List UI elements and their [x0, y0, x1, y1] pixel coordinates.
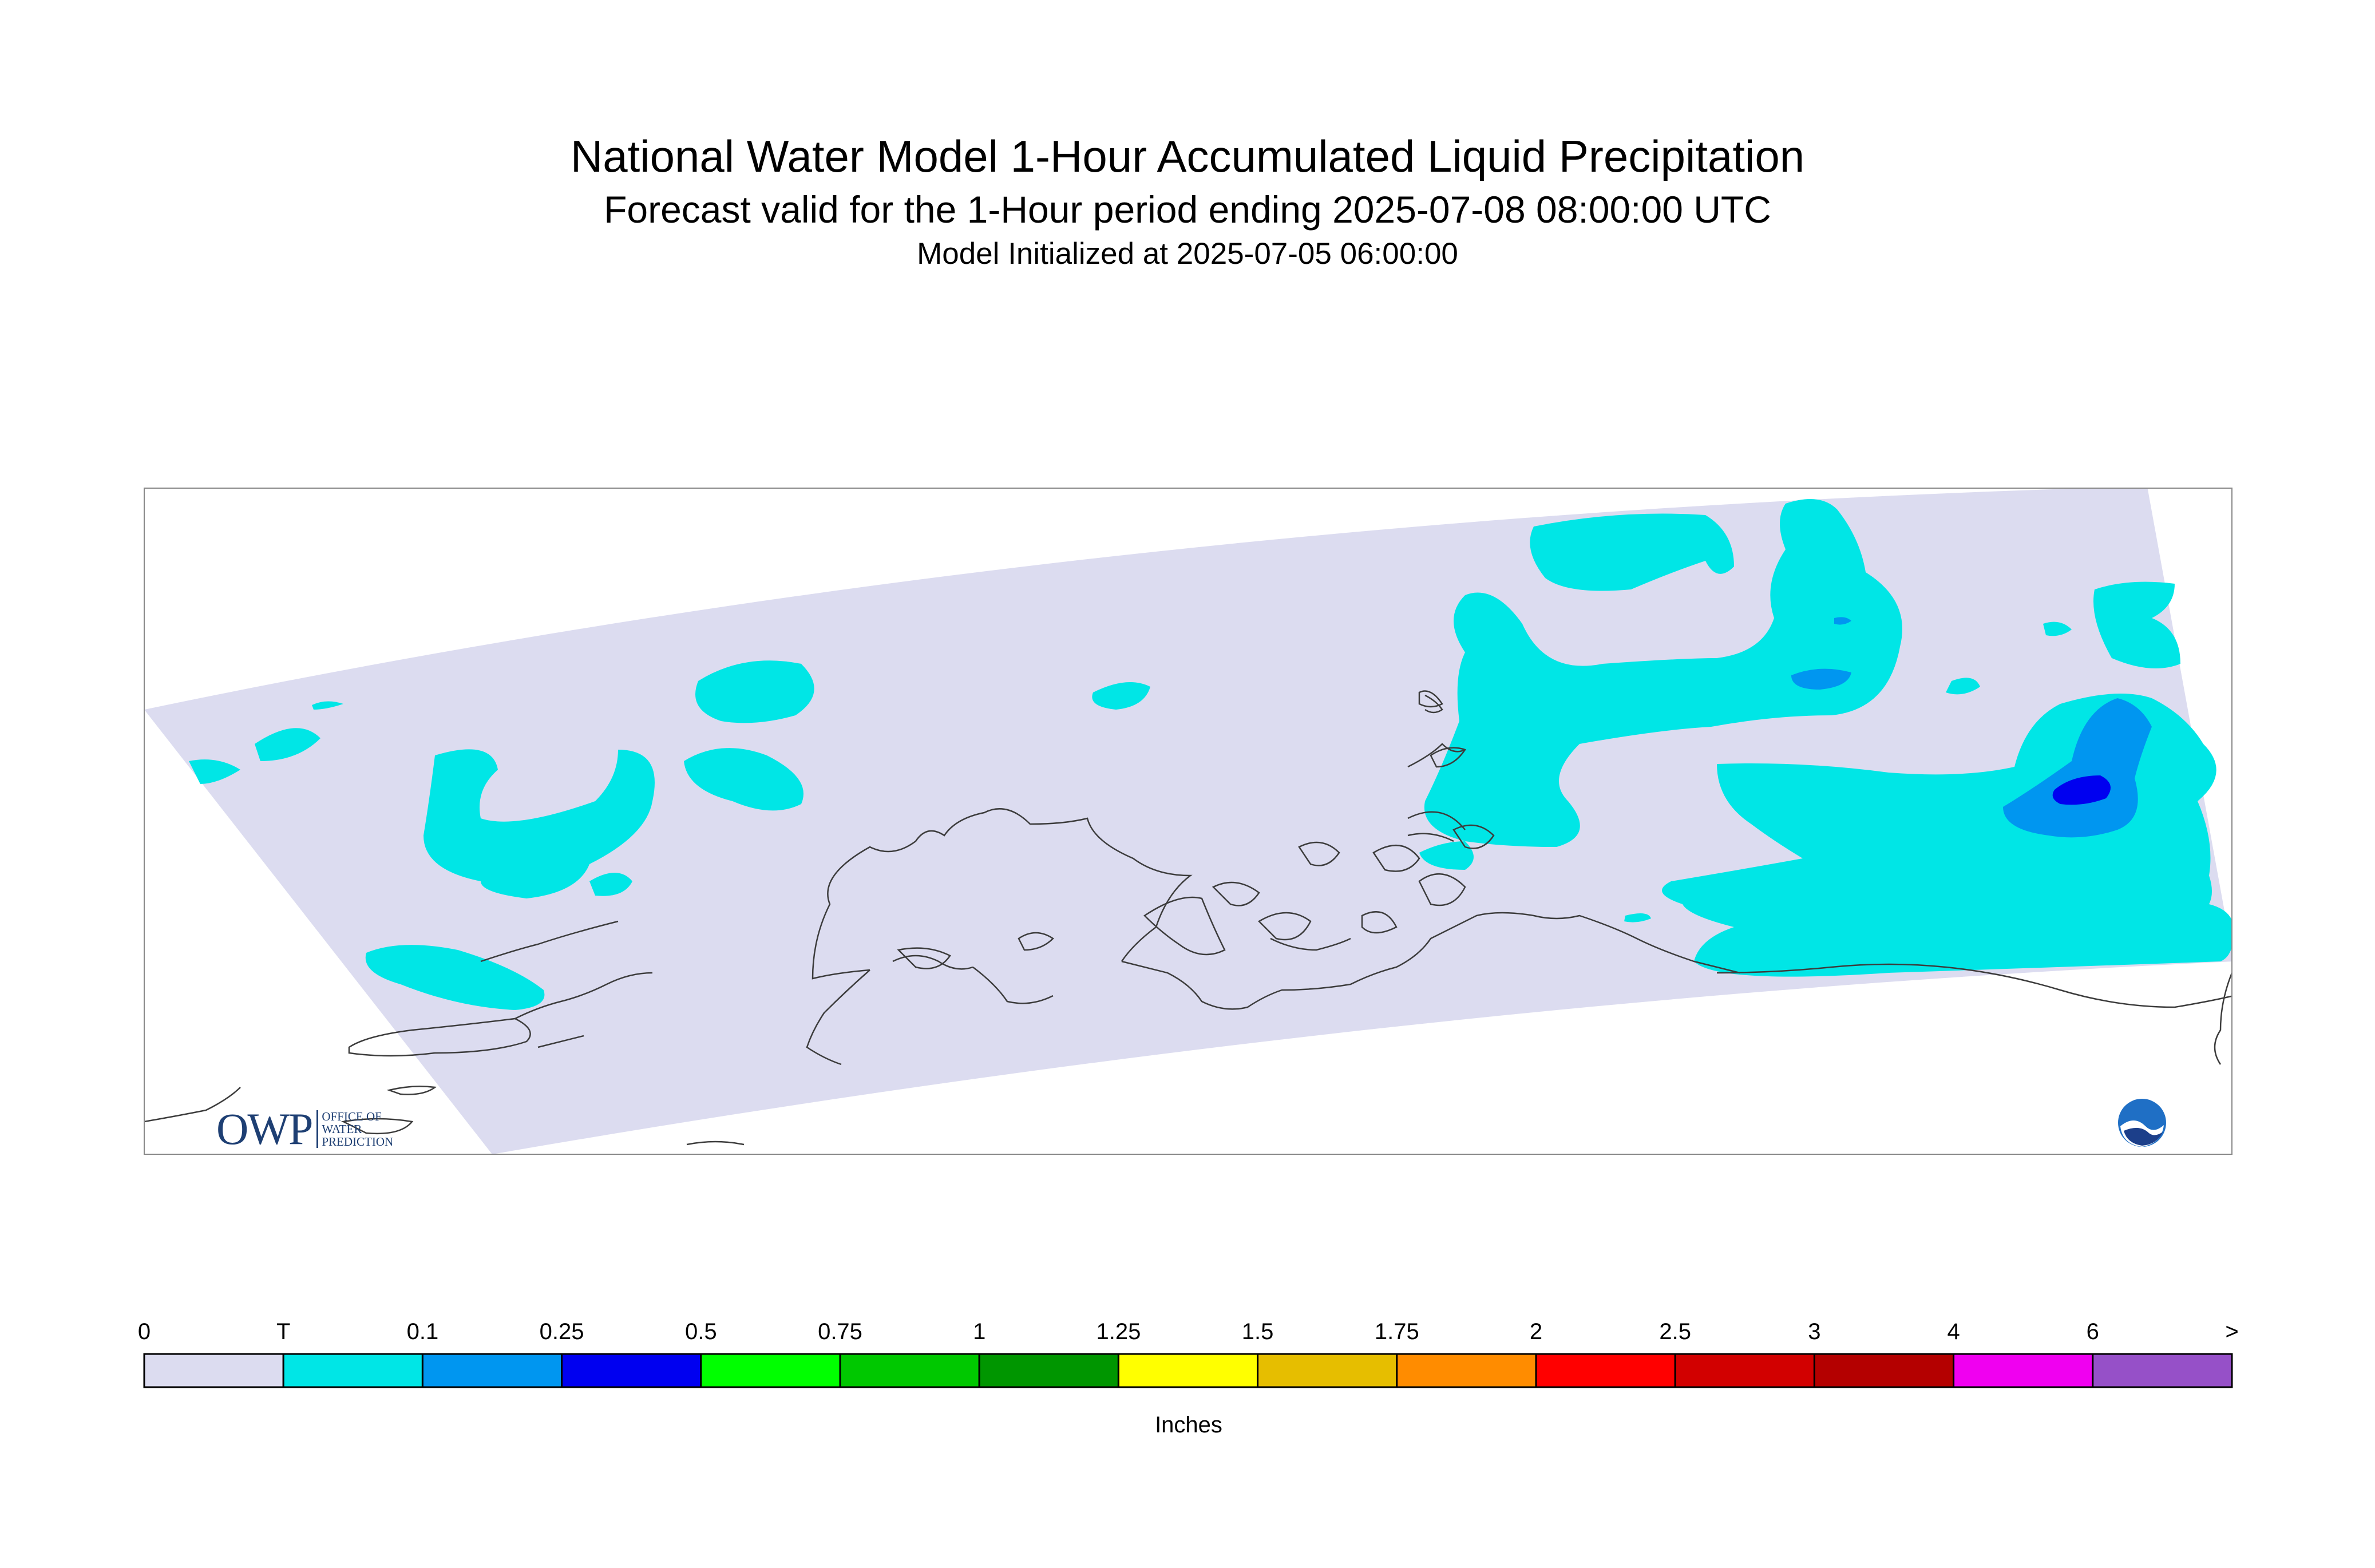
map-subtitle: Forecast valid for the 1-Hour period end…: [604, 188, 1771, 231]
legend-swatch: [421, 1353, 563, 1388]
legend-swatch: [282, 1353, 423, 1388]
coastlines: [144, 690, 2232, 1146]
legend-swatch: [1396, 1353, 1537, 1388]
model-domain: [144, 488, 2232, 1154]
legend-tick-label: 0.75: [818, 1319, 862, 1344]
legend-swatch: [2092, 1353, 2233, 1388]
legend-swatch: [839, 1353, 980, 1388]
legend-swatch: [978, 1353, 1119, 1388]
legend-swatch: [561, 1353, 702, 1388]
precip-0.25-areas: [2052, 775, 2111, 805]
legend-swatch: [1257, 1353, 1398, 1388]
legend-swatch: [143, 1353, 284, 1388]
legend-swatch: [1953, 1353, 2094, 1388]
legend-swatch: [1117, 1353, 1259, 1388]
legend-tick-label: 6: [2086, 1319, 2099, 1344]
legend-tick-label: 1.5: [1241, 1319, 1274, 1344]
legend-tick-label: 2: [1529, 1319, 1543, 1344]
noaa-logo: [2118, 1099, 2166, 1147]
legend-tick-label: 2.5: [1659, 1319, 1691, 1344]
legend-tick-label: T: [276, 1319, 291, 1344]
legend-tick-label: 1: [973, 1319, 986, 1344]
map-title: National Water Model 1-Hour Accumulated …: [570, 131, 1805, 181]
legend-units: Inches: [1155, 1412, 1222, 1438]
legend-tick-label: 4: [1947, 1319, 1960, 1344]
map-frame: [144, 488, 2232, 1155]
owp-logo: OWP OFFICE OF WATER PREDICTION: [216, 1104, 394, 1154]
legend-tick-label: >: [2225, 1319, 2239, 1344]
legend-tick-label: 0.5: [684, 1319, 717, 1344]
legend-tick-label: 3: [1808, 1319, 1821, 1344]
legend-swatch: [1674, 1353, 1815, 1388]
precip-0.1-areas: [1791, 617, 2152, 838]
legend-swatch: [1813, 1353, 1955, 1388]
legend-colorbar: [143, 1353, 2233, 1388]
legend-tick-label: 0.1: [406, 1319, 439, 1344]
legend-tick-label: 1.75: [1374, 1319, 1419, 1344]
model-init-time: Model Initialized at 2025-07-05 06:00:00: [917, 237, 1458, 271]
legend-swatch: [1535, 1353, 1676, 1388]
legend-tick-label: 0.25: [539, 1319, 584, 1344]
legend-tick-label: 0: [137, 1319, 151, 1344]
legend-swatch: [700, 1353, 841, 1388]
legend-tick-label: 1.25: [1096, 1319, 1141, 1344]
